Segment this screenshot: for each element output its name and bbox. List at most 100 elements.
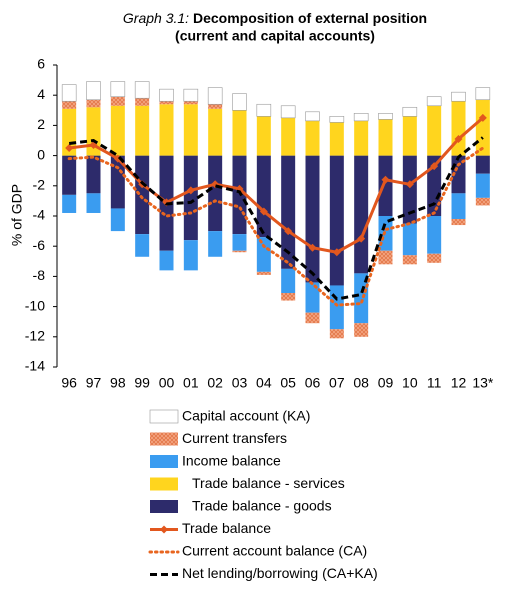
bar (475, 155, 490, 174)
legend-swatch (150, 500, 178, 513)
bar (329, 116, 345, 123)
marker (186, 186, 195, 195)
legend-marker (160, 525, 168, 534)
bar (427, 105, 442, 156)
bar (62, 194, 77, 213)
y-tick-label: 0 (37, 146, 45, 162)
bar (61, 84, 77, 102)
x-tick-label: 96 (61, 375, 77, 391)
bar (256, 271, 271, 275)
bar (354, 155, 369, 274)
bar (305, 282, 320, 313)
bar (378, 113, 393, 120)
line (68, 116, 484, 254)
x-tick-label: 07 (329, 375, 345, 391)
bar (135, 234, 150, 257)
bar (378, 155, 393, 216)
bar (280, 105, 296, 119)
bar (159, 250, 174, 271)
bar (86, 99, 101, 108)
y-tick-label: -14 (25, 358, 45, 374)
bar (329, 122, 344, 156)
legend-label: Trade balance (182, 520, 271, 536)
bar (256, 155, 271, 238)
bar (402, 223, 417, 256)
bar (427, 253, 442, 263)
marker (381, 175, 390, 184)
bar (281, 293, 296, 301)
legend-swatch (149, 409, 179, 424)
bar (62, 155, 77, 195)
bar (475, 87, 491, 101)
x-tick-label: 04 (256, 375, 272, 391)
bar (135, 98, 150, 106)
bar (134, 81, 150, 99)
bar (183, 240, 198, 271)
bar (451, 91, 466, 102)
legend-swatch (150, 477, 178, 491)
bar (86, 193, 101, 213)
y-tick-label: -6 (33, 237, 46, 253)
bar (183, 104, 198, 156)
x-tick-label: 99 (134, 375, 150, 391)
bar (378, 119, 393, 156)
bar (110, 81, 126, 98)
marker (332, 248, 341, 257)
bar (159, 88, 174, 102)
y-tick-label: -2 (33, 177, 46, 193)
bar (232, 110, 247, 156)
bar (402, 255, 417, 265)
legend-label: Capital account (KA) (182, 408, 310, 424)
bar (183, 88, 199, 102)
bar (305, 120, 320, 156)
y-axis-label: % of GDP (9, 184, 25, 246)
bar (183, 155, 198, 241)
x-tick-label: 13* (472, 375, 494, 391)
x-tick-label: 98 (110, 375, 126, 391)
marker (405, 180, 414, 189)
bar (354, 273, 369, 324)
bar (281, 117, 296, 156)
legend-label: Income balance (182, 453, 281, 469)
legend-swatch (150, 455, 178, 468)
bar (110, 155, 125, 209)
bar (402, 116, 417, 156)
marker (308, 243, 317, 252)
bar (232, 234, 247, 251)
bar (305, 111, 320, 122)
bar (427, 155, 442, 216)
x-tick-label: 01 (183, 375, 199, 391)
chart-title: (current and capital accounts) (175, 28, 375, 44)
bar (426, 96, 442, 107)
bar (353, 113, 369, 122)
y-tick-label: -8 (33, 267, 46, 283)
bar (354, 120, 369, 156)
x-tick-label: 09 (378, 375, 394, 391)
marker (478, 113, 487, 122)
legend-label: Trade balance - goods (192, 498, 332, 514)
bar (329, 155, 344, 286)
bar (110, 105, 125, 156)
bar (451, 193, 466, 220)
bar (183, 101, 198, 105)
bar (86, 155, 101, 194)
bar (329, 285, 344, 330)
y-tick-label: 6 (37, 56, 45, 72)
bar (427, 216, 442, 254)
bar (86, 81, 101, 101)
x-tick-label: 02 (207, 375, 223, 391)
x-tick-label: 08 (353, 375, 369, 391)
x-tick-label: 10 (402, 375, 418, 391)
bar (305, 155, 320, 283)
marker (65, 144, 74, 153)
bar (62, 101, 77, 109)
legend-label: Current account balance (CA) (182, 543, 367, 559)
bar (329, 329, 344, 339)
bar (256, 103, 272, 117)
line (67, 146, 485, 307)
bar (281, 268, 296, 294)
bar (159, 104, 174, 156)
x-tick-label: 12 (451, 375, 467, 391)
line (68, 136, 484, 301)
